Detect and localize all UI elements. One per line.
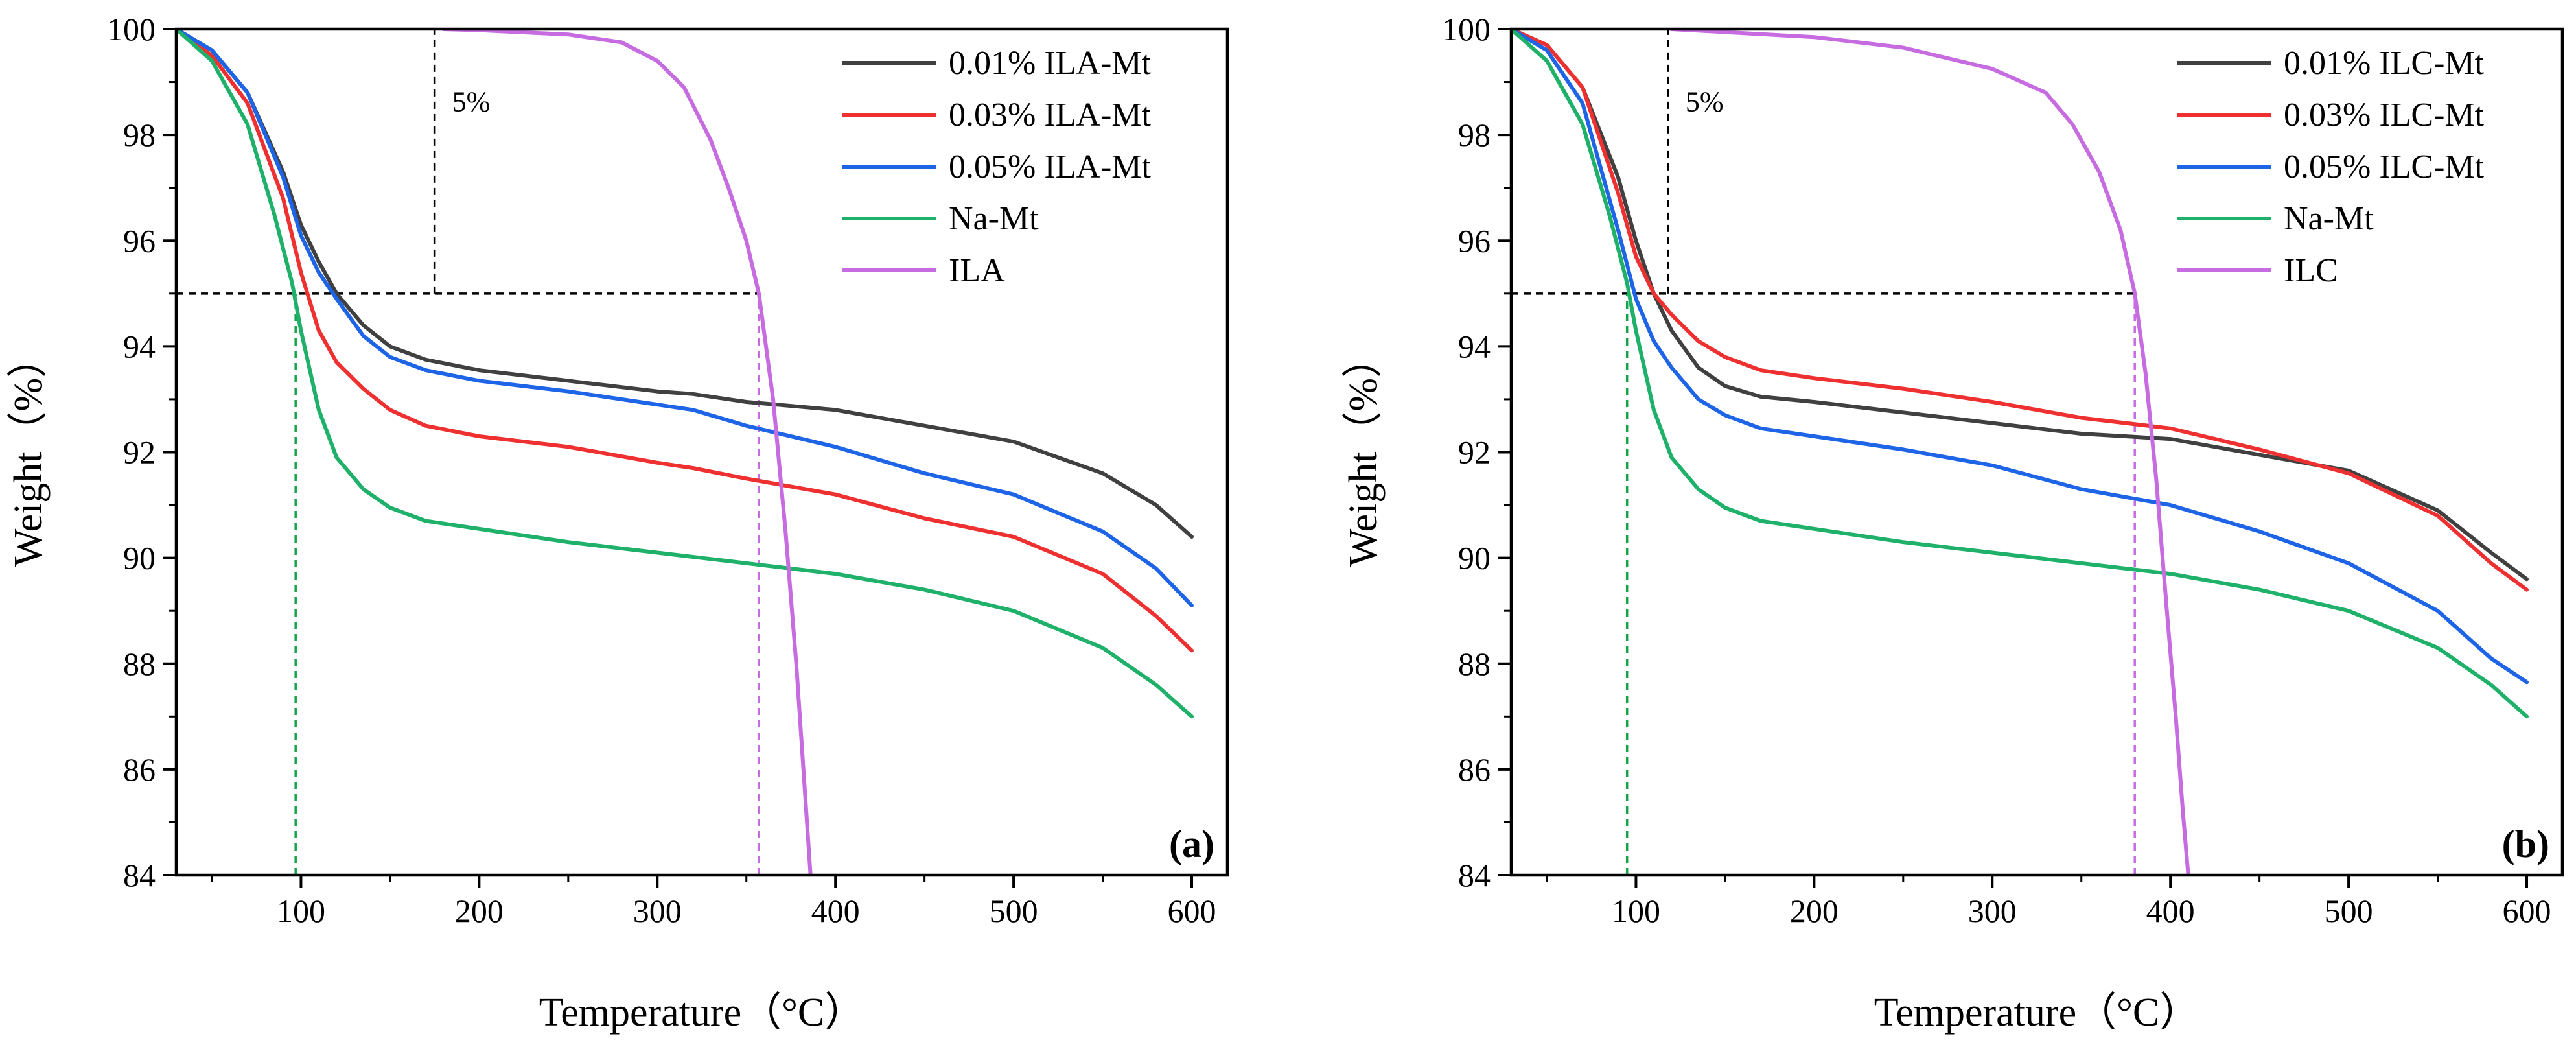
annotation-5-percent: 5% — [1686, 86, 1724, 117]
y-tick-label: 94 — [1458, 328, 1491, 364]
x-tick-label: 100 — [1612, 893, 1660, 929]
y-tick-label: 86 — [123, 751, 156, 788]
legend-entry-label: 0.03% ILC-Mt — [2284, 97, 2485, 134]
y-tick-label: 100 — [1442, 11, 1491, 47]
legend-entry-label: Na-Mt — [2284, 200, 2374, 237]
y-tick-label: 96 — [1458, 222, 1491, 259]
x-tick-label: 200 — [455, 893, 504, 929]
y-axis-title: Weight（%） — [1341, 338, 1386, 567]
panel-label: (b) — [2502, 823, 2549, 865]
y-tick-label: 100 — [107, 11, 156, 47]
series-line-ilc — [1669, 29, 2190, 875]
panel-label: (a) — [1169, 823, 1214, 865]
chart-panel-a: 100 200 300 400 500 600 84 86 88 90 92 94 96 98 100 5% 0… — [6, 11, 1229, 1035]
y-axis-title: Weight（%） — [6, 338, 51, 567]
legend-entry-label: 0.01% ILA-Mt — [949, 45, 1152, 82]
legend-entry-label: Na-Mt — [949, 200, 1039, 237]
y-tick-label: 98 — [123, 117, 156, 153]
x-tick-label: 500 — [2325, 893, 2373, 929]
series-line-0-03-ila-mt — [176, 29, 1194, 653]
legend-entry-label: 0.01% ILC-Mt — [2284, 45, 2485, 82]
annotation-5-percent: 5% — [452, 86, 491, 117]
legend-entry-label: ILC — [2284, 252, 2338, 289]
chart-panel-b: 100 200 300 400 500 600 84 86 88 90 92 94 96 98 100 5% 0… — [1341, 11, 2564, 1035]
series-line-0-01-ila-mt — [176, 29, 1194, 539]
plot-frame — [174, 27, 1229, 877]
x-tick-label: 500 — [990, 893, 1038, 929]
y-tick-label: 84 — [1458, 857, 1491, 893]
legend: 0.01% ILA-Mt 0.03% ILA-Mt 0.05% ILA-Mt Na-M… — [842, 45, 1152, 289]
y-tick-label: 92 — [123, 434, 156, 471]
y-tick-label: 88 — [123, 646, 156, 682]
series-line-0-05-ila-mt — [176, 29, 1194, 607]
x-axis-title: Temperature（°C） — [539, 991, 865, 1035]
legend-entry-label: 0.05% ILA-Mt — [949, 148, 1152, 185]
plot-frame — [1509, 27, 2564, 877]
legend-entry-label: ILA — [949, 252, 1005, 289]
y-tick-label: 94 — [123, 328, 156, 364]
x-tick-label: 100 — [277, 893, 325, 929]
y-tick-label: 90 — [1458, 540, 1491, 576]
x-tick-label: 300 — [1968, 893, 2017, 929]
x-tick-label: 600 — [1168, 893, 1216, 929]
series-line-0-05-ilc-mt — [1511, 29, 2529, 685]
series-line-na-mt — [176, 29, 1194, 719]
plot-area — [1511, 29, 2529, 875]
legend-entry-label: 0.05% ILC-Mt — [2284, 148, 2485, 185]
y-tick-label: 86 — [1458, 751, 1491, 788]
y-tick-label: 90 — [123, 540, 156, 576]
x-tick-label: 600 — [2503, 893, 2551, 929]
x-tick-label: 200 — [1790, 893, 1839, 929]
y-tick-label: 88 — [1458, 646, 1491, 682]
x-tick-label: 300 — [633, 893, 682, 929]
plot-area — [176, 29, 1194, 875]
legend-entry-label: 0.03% ILA-Mt — [949, 97, 1152, 134]
y-tick-label: 98 — [1458, 117, 1491, 153]
legend: 0.01% ILC-Mt 0.03% ILC-Mt 0.05% ILC-Mt Na-M… — [2177, 45, 2485, 289]
y-tick-label: 96 — [123, 222, 156, 259]
series-line-0-03-ilc-mt — [1511, 29, 2529, 592]
series-line-ila — [441, 29, 813, 875]
y-tick-label: 84 — [123, 857, 156, 893]
series-line-na-mt — [1511, 29, 2529, 719]
y-tick-label: 92 — [1458, 434, 1491, 471]
x-tick-label: 400 — [2146, 893, 2195, 929]
x-tick-label: 400 — [811, 893, 860, 929]
x-axis-title: Temperature（°C） — [1874, 991, 2200, 1035]
